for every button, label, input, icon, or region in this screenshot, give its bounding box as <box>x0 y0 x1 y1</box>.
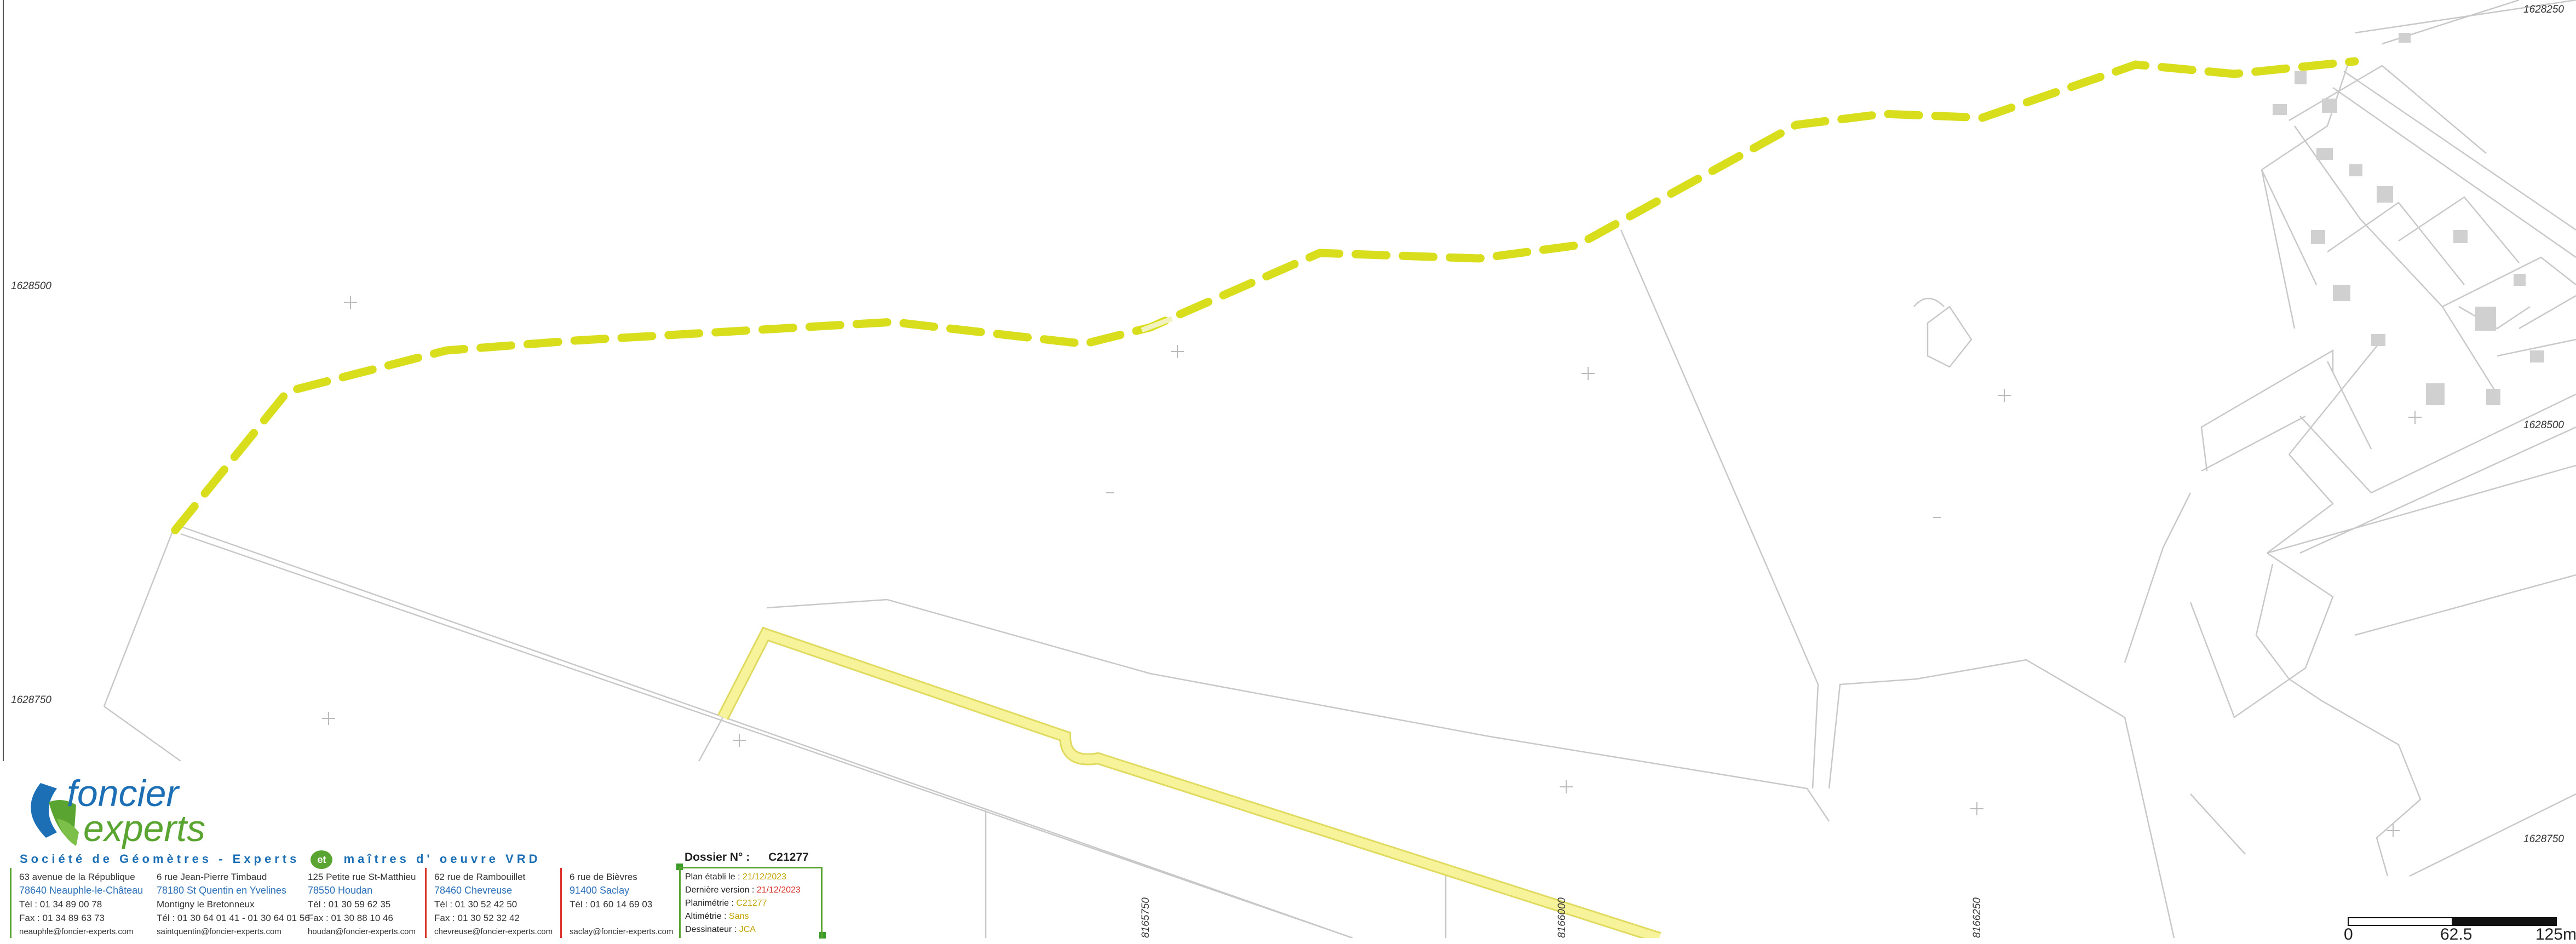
tagline-part2: maîtres d' oeuvre VRD <box>343 852 541 866</box>
dossier-label: Dossier N° : <box>685 851 750 864</box>
office-tel: Montigny le Bretonneux <box>157 899 255 910</box>
office-saintquentin: 6 rue Jean-Pierre Timbaud 78180 St Quent… <box>149 868 310 938</box>
scale-label-0: 0 <box>2344 925 2353 943</box>
coord-bottom-2: 8166000 <box>1556 897 1568 938</box>
scale-segment-white <box>2348 917 2453 926</box>
office-address: 6 rue Jean-Pierre Timbaud <box>157 872 267 882</box>
office-email[interactable]: saintquentin@foncier-experts.com <box>157 927 281 936</box>
office-tel: Tél : 01 30 52 42 50 <box>434 899 518 910</box>
office-email[interactable]: saclay@foncier-experts.com <box>570 927 674 936</box>
office-city: 78180 St Quentin en Yvelines <box>157 885 286 896</box>
logo-word-experts: experts <box>83 808 205 849</box>
office-address: 125 Petite rue St-Matthieu <box>308 872 416 882</box>
meta-plan-date: Plan établi le : 21/12/2023 <box>685 872 787 882</box>
coord-left-1: 1628500 <box>11 280 51 292</box>
scale-bar <box>2348 917 2557 926</box>
coord-right-3: 1628750 <box>2523 833 2564 845</box>
buildings <box>2273 33 2544 405</box>
plan-metadata: Plan établi le : 21/12/2023 Dernière ver… <box>679 867 823 938</box>
title-block <box>0 761 832 938</box>
office-list: 63 avenue de la République 78640 Neauphl… <box>10 868 679 938</box>
office-fax <box>570 911 674 925</box>
scale-label-62: 62.5 <box>2440 925 2473 943</box>
office-address: 62 rue de Rambouillet <box>434 872 526 882</box>
road-outline <box>717 626 1661 938</box>
office-houdan: 125 Petite rue St-Matthieu 78550 Houdan … <box>300 868 425 938</box>
logo-swoosh-blue <box>31 783 57 838</box>
tagline-part1: Société de Géomètres - Experts <box>20 852 300 866</box>
office-address: 6 rue de Bièvres <box>570 872 637 882</box>
office-tel: Tél : 01 34 89 00 78 <box>19 899 102 910</box>
office-fax: Fax : 01 30 88 10 46 <box>308 913 393 923</box>
office-fax: Fax : 01 30 52 32 42 <box>434 913 520 923</box>
office-city: 78460 Chevreuse <box>434 885 513 896</box>
office-tel: Tél : 01 30 59 62 35 <box>308 899 391 910</box>
coord-right-2: 1628500 <box>2523 419 2564 431</box>
office-email[interactable]: chevreuse@foncier-experts.com <box>434 927 553 936</box>
logo-swoosh-light <box>57 819 79 846</box>
meta-dessinateur: Dessinateur : JCA <box>685 925 756 934</box>
tagline: Société de Géomètres - Experts et maître… <box>20 850 540 869</box>
scale-segment-black <box>2452 917 2557 926</box>
coord-right-1: 1628250 <box>2523 4 2564 15</box>
office-neauphle: 63 avenue de la République 78640 Neauphl… <box>10 868 149 938</box>
survey-crosses <box>322 296 2422 837</box>
meta-planimetrie: Planimétrie : C21277 <box>685 899 767 908</box>
parcel-lines <box>103 0 2576 938</box>
office-city: 78640 Neauphle-le-Château <box>19 885 143 896</box>
office-fax: Fax : 01 34 89 63 73 <box>19 913 105 923</box>
office-chevreuse: 62 rue de Rambouillet 78460 Chevreuse Té… <box>425 868 562 938</box>
office-tel: Tél : 01 60 14 69 03 <box>570 899 653 910</box>
scale-label-125: 125m <box>2535 925 2576 943</box>
office-city: 91400 Saclay <box>570 885 630 896</box>
company-logo: foncier experts <box>31 773 205 849</box>
office-address: 63 avenue de la République <box>19 872 135 882</box>
office-fax: Tél : 01 30 64 01 41 - 01 30 64 01 56 <box>157 913 310 923</box>
office-email[interactable]: houdan@foncier-experts.com <box>308 927 416 936</box>
meta-altimetrie: Altimétrie : Sans <box>685 912 749 921</box>
office-email[interactable]: neauphle@foncier-experts.com <box>19 927 134 936</box>
office-saclay: 6 rue de Bièvres 91400 Saclay Tél : 01 6… <box>562 868 679 938</box>
coord-bottom-1: 8165750 <box>1140 897 1152 938</box>
tagline-et-badge: et <box>311 850 333 869</box>
boundary-line <box>171 57 2359 534</box>
coord-bottom-3: 8166250 <box>1971 897 1983 938</box>
dossier-number: Dossier N° : C21277 <box>685 851 809 864</box>
office-city: 78550 Houdan <box>308 885 373 896</box>
dossier-value: C21277 <box>768 851 809 864</box>
meta-last-version: Dernière version : 21/12/2023 <box>685 885 801 895</box>
logo-word-foncier: foncier <box>67 773 180 814</box>
coord-left-2: 1628750 <box>11 694 51 706</box>
